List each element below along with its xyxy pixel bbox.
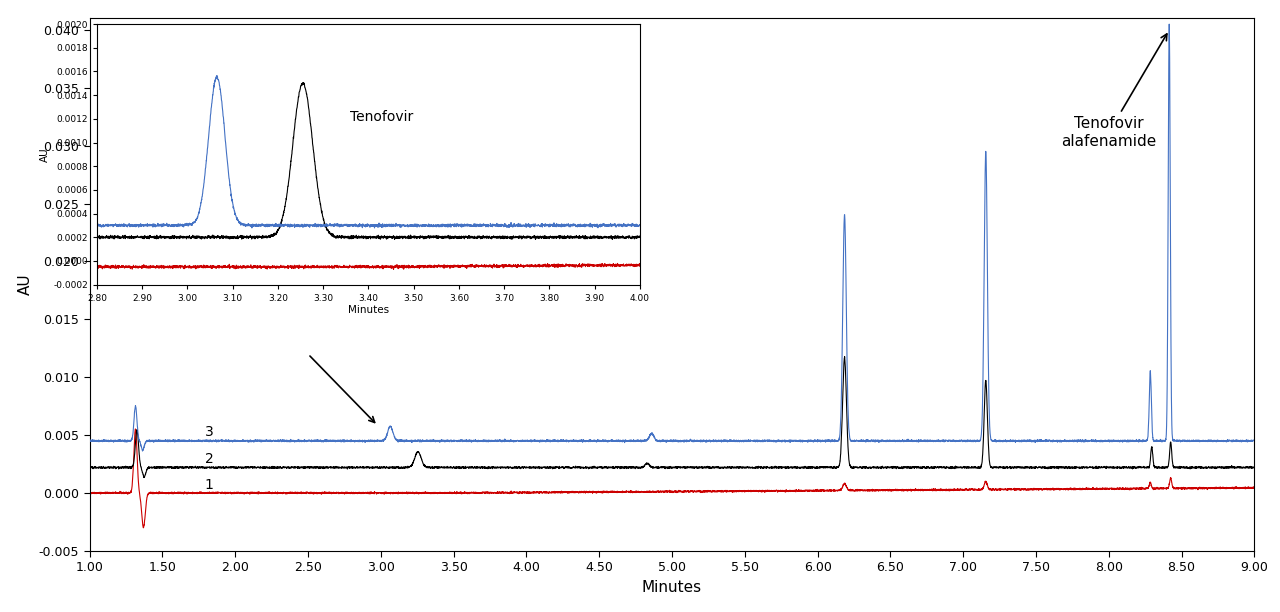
X-axis label: Minutes: Minutes <box>643 580 701 595</box>
Text: 1: 1 <box>205 478 214 492</box>
Y-axis label: AU: AU <box>41 147 50 162</box>
Text: 2: 2 <box>205 452 214 466</box>
Y-axis label: AU: AU <box>18 274 33 296</box>
Text: 3: 3 <box>205 425 214 439</box>
Text: Tenofovir
alafenamide: Tenofovir alafenamide <box>1061 34 1167 149</box>
Text: Tenofovir: Tenofovir <box>351 110 413 124</box>
X-axis label: Minutes: Minutes <box>348 305 389 315</box>
